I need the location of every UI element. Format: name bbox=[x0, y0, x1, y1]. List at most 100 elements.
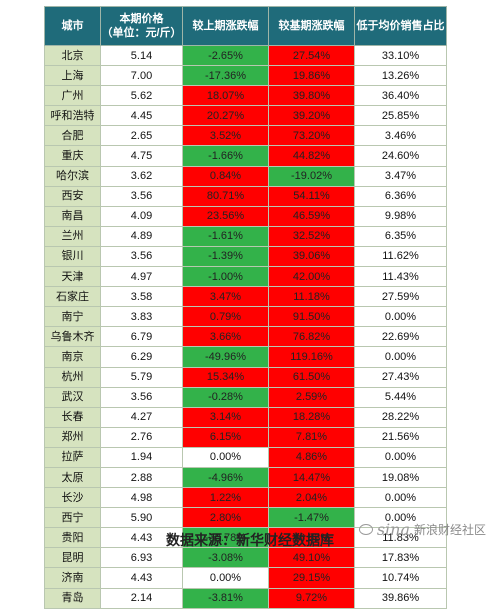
header-price-line2: （单位：元/斤） bbox=[101, 27, 182, 39]
yoy-change-cell: 19.86% bbox=[268, 65, 355, 87]
yoy-change-cell: 49.10% bbox=[268, 547, 355, 569]
price-cell: 3.56 bbox=[100, 245, 183, 268]
mom-change-cell: 0.00% bbox=[182, 446, 269, 468]
price-cell: 4.43 bbox=[100, 567, 183, 589]
below-avg-share-cell: 0.00% bbox=[354, 487, 447, 509]
price-cell: 4.27 bbox=[100, 406, 183, 428]
below-avg-share-cell: 33.10% bbox=[354, 44, 447, 67]
below-avg-share-cell: 6.35% bbox=[354, 225, 447, 247]
city-cell: 天津 bbox=[44, 266, 101, 288]
table-row: 上海 7.00 -17.36% 19.86% 13.26% bbox=[44, 65, 447, 87]
below-avg-share-cell: 28.22% bbox=[354, 406, 447, 428]
table-row: 青岛 2.14 -3.81% 9.72% 39.86% bbox=[44, 587, 447, 609]
mom-change-cell: -1.39% bbox=[182, 245, 269, 268]
yoy-change-cell: 44.82% bbox=[268, 145, 355, 167]
yoy-change-cell: 4.86% bbox=[268, 446, 355, 468]
city-cell: 济南 bbox=[44, 567, 101, 589]
mom-change-cell: 6.15% bbox=[182, 426, 269, 448]
below-avg-share-cell: 27.59% bbox=[354, 286, 447, 308]
mom-change-cell: 0.79% bbox=[182, 306, 269, 328]
table-row: 南京 6.29 -49.96% 119.16% 0.00% bbox=[44, 346, 447, 368]
yoy-change-cell: 119.16% bbox=[268, 346, 355, 368]
yoy-change-cell: 46.59% bbox=[268, 205, 355, 227]
yoy-change-cell: 46.83% bbox=[268, 527, 355, 549]
sina-watermark: sina 新浪财经社区 bbox=[358, 520, 486, 539]
mom-change-cell: 20.27% bbox=[182, 105, 269, 127]
table-header-row: 城市 本期价格 （单位：元/斤） 较上期涨跌幅 较基期涨跌幅 低于均价销售占比 bbox=[44, 6, 447, 46]
city-cell: 郑州 bbox=[44, 426, 101, 448]
city-cell: 西宁 bbox=[44, 507, 101, 529]
mom-change-cell: 18.07% bbox=[182, 85, 269, 107]
mom-change-cell: 1.22% bbox=[182, 487, 269, 509]
below-avg-share-cell: 27.43% bbox=[354, 366, 447, 388]
table-row: 昆明 6.93 -3.08% 49.10% 17.83% bbox=[44, 547, 447, 569]
city-cell: 拉萨 bbox=[44, 446, 101, 468]
watermark-text: 新浪财经社区 bbox=[413, 523, 486, 537]
city-cell: 合肥 bbox=[44, 125, 101, 147]
price-cell: 6.79 bbox=[100, 326, 183, 348]
price-cell: 3.83 bbox=[100, 306, 183, 328]
table-row: 长春 4.27 3.14% 18.28% 28.22% bbox=[44, 406, 447, 428]
city-price-table: 城市 本期价格 （单位：元/斤） 较上期涨跌幅 较基期涨跌幅 低于均价销售占比 … bbox=[44, 6, 447, 609]
yoy-change-cell: -19.02% bbox=[268, 165, 355, 187]
city-cell: 兰州 bbox=[44, 225, 101, 247]
mom-change-cell: -4.96% bbox=[182, 466, 269, 489]
header-price-line1: 本期价格 bbox=[119, 13, 164, 25]
mom-change-cell: 2.80% bbox=[182, 507, 269, 529]
city-cell: 乌鲁木齐 bbox=[44, 326, 101, 348]
yoy-change-cell: 73.20% bbox=[268, 125, 355, 147]
mom-change-cell: -1.00% bbox=[182, 266, 269, 288]
city-cell: 太原 bbox=[44, 466, 101, 489]
yoy-change-cell: 9.72% bbox=[268, 587, 355, 609]
yoy-change-cell: 32.52% bbox=[268, 225, 355, 247]
mom-change-cell: 3.52% bbox=[182, 125, 269, 147]
price-cell: 7.00 bbox=[100, 65, 183, 87]
mom-change-cell: 15.34% bbox=[182, 366, 269, 388]
table-row: 重庆 4.75 -1.66% 44.82% 24.60% bbox=[44, 145, 447, 167]
city-cell: 南昌 bbox=[44, 205, 101, 227]
table-row: 南宁 3.83 0.79% 91.50% 0.00% bbox=[44, 306, 447, 328]
city-cell: 南京 bbox=[44, 346, 101, 368]
city-cell: 上海 bbox=[44, 65, 101, 87]
yoy-change-cell: 29.15% bbox=[268, 567, 355, 589]
price-cell: 3.58 bbox=[100, 286, 183, 308]
price-cell: 4.97 bbox=[100, 266, 183, 288]
price-table-container: 城市 本期价格 （单位：元/斤） 较上期涨跌幅 较基期涨跌幅 低于均价销售占比 … bbox=[44, 6, 447, 609]
below-avg-share-cell: 11.83% bbox=[354, 527, 447, 549]
table-row: 南昌 4.09 23.56% 46.59% 9.98% bbox=[44, 205, 447, 227]
header-below-avg-share: 低于均价销售占比 bbox=[354, 6, 447, 46]
price-cell: 2.88 bbox=[100, 466, 183, 489]
price-cell: 3.56 bbox=[100, 386, 183, 408]
table-row: 天津 4.97 -1.00% 42.00% 11.43% bbox=[44, 266, 447, 288]
mom-change-cell: 0.84% bbox=[182, 165, 269, 187]
header-yoy-change: 较基期涨跌幅 bbox=[268, 6, 355, 46]
price-cell: 4.09 bbox=[100, 205, 183, 227]
table-row: 广州 5.62 18.07% 39.80% 36.40% bbox=[44, 85, 447, 107]
yoy-change-cell: 39.80% bbox=[268, 85, 355, 107]
below-avg-share-cell: 0.00% bbox=[354, 507, 447, 529]
mom-change-cell: 80.71% bbox=[182, 185, 269, 207]
yoy-change-cell: 11.18% bbox=[268, 286, 355, 308]
city-cell: 哈尔滨 bbox=[44, 165, 101, 187]
price-cell: 5.14 bbox=[100, 44, 183, 67]
yoy-change-cell: 91.50% bbox=[268, 306, 355, 328]
table-row: 拉萨 1.94 0.00% 4.86% 0.00% bbox=[44, 446, 447, 468]
city-cell: 长春 bbox=[44, 406, 101, 428]
below-avg-share-cell: 9.98% bbox=[354, 205, 447, 227]
table-row: 西宁 5.90 2.80% -1.47% 0.00% bbox=[44, 507, 447, 529]
below-avg-share-cell: 0.00% bbox=[354, 446, 447, 468]
below-avg-share-cell: 22.69% bbox=[354, 326, 447, 348]
city-cell: 长沙 bbox=[44, 487, 101, 509]
price-cell: 4.89 bbox=[100, 225, 183, 247]
price-cell: 2.65 bbox=[100, 125, 183, 147]
header-price: 本期价格 （单位：元/斤） bbox=[100, 6, 183, 46]
below-avg-share-cell: 0.00% bbox=[354, 346, 447, 368]
mom-change-cell: -49.96% bbox=[182, 346, 269, 368]
eye-logo-icon bbox=[358, 524, 373, 535]
yoy-change-cell: 39.06% bbox=[268, 245, 355, 268]
mom-change-cell: -0.28% bbox=[182, 386, 269, 408]
below-avg-share-cell: 17.83% bbox=[354, 547, 447, 569]
yoy-change-cell: 39.20% bbox=[268, 105, 355, 127]
city-cell: 北京 bbox=[44, 44, 101, 67]
price-cell: 5.90 bbox=[100, 507, 183, 529]
